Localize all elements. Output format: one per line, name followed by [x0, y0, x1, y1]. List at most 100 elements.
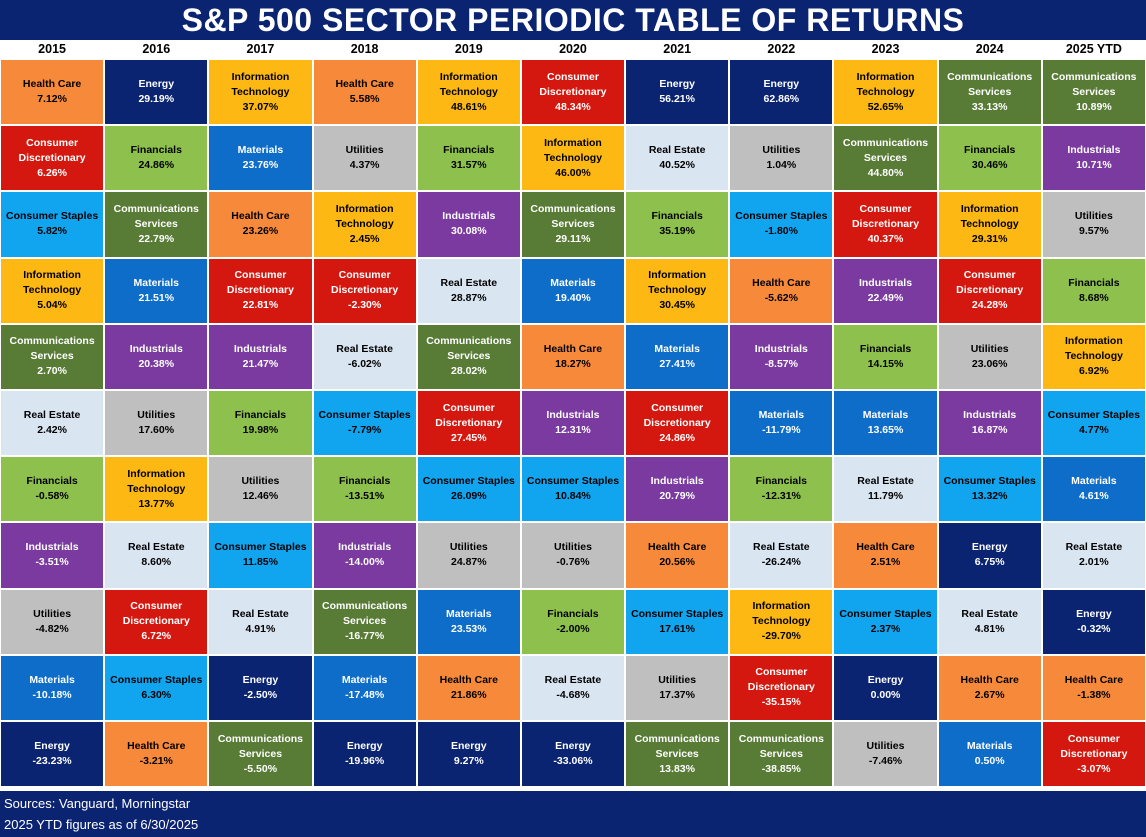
sector-return: 22.79% — [138, 232, 175, 245]
sector-name: Real Estate — [544, 673, 602, 686]
sector-cell: Health Care 7.12% — [1, 60, 104, 125]
sector-cell: Health Care 2.67% — [938, 655, 1041, 720]
sector-return: 13.83% — [659, 762, 695, 775]
sector-return: 22.81% — [242, 299, 279, 312]
sector-cell: Financials -13.51% — [313, 457, 416, 522]
sector-return: 17.60% — [138, 424, 175, 437]
sector-name: Consumer Staples — [110, 673, 203, 686]
sector-cell: Consumer Discretionary 6.26% — [1, 126, 104, 191]
sector-name: Materials — [29, 673, 75, 686]
sector-return: 48.34% — [555, 100, 591, 113]
sector-cell: Information Technology 30.45% — [626, 258, 729, 323]
sector-cell: Utilities -0.76% — [521, 523, 625, 588]
sector-cell: Communications Services 33.13% — [938, 60, 1041, 125]
sector-return: 5.82% — [37, 225, 67, 238]
footer-sources: Sources: Vanguard, Morningstar — [4, 796, 191, 811]
sector-name: Consumer Discretionary — [1060, 732, 1128, 760]
sector-cell: Consumer Discretionary -35.15% — [730, 655, 833, 720]
sector-name: Consumer Staples — [422, 475, 515, 488]
sector-return: 5.04% — [37, 299, 67, 312]
sector-return: 23.26% — [242, 225, 279, 238]
sector-cell: Real Estate 11.79% — [834, 457, 937, 522]
sector-return: 44.80% — [867, 166, 904, 179]
sector-name: Financials — [859, 342, 912, 355]
sector-name: Communications Services — [842, 136, 929, 164]
sector-name: Information Technology — [439, 70, 498, 98]
sector-cell: Communications Services 13.83% — [626, 722, 729, 787]
sector-return: 14.15% — [867, 357, 904, 370]
sector-name: Utilities — [345, 144, 384, 157]
sector-return: 13.65% — [867, 424, 904, 437]
sector-name: Financials — [338, 475, 391, 488]
sector-return: 10.89% — [1076, 100, 1112, 113]
sector-name: Industrials — [338, 541, 392, 554]
sector-cell: Energy -23.23% — [1, 722, 104, 787]
sector-return: 4.77% — [1078, 424, 1109, 437]
sector-return: 6.75% — [974, 556, 1005, 569]
sector-cell: Financials -12.31% — [730, 457, 833, 522]
sector-name: Real Estate — [857, 475, 914, 488]
sector-cell: Real Estate -6.02% — [313, 324, 416, 389]
sector-name: Consumer Staples — [839, 607, 932, 620]
sector-cell: Consumer Staples 26.09% — [417, 457, 520, 522]
sector-name: Consumer Staples — [5, 210, 99, 223]
sector-cell: Consumer Staples 6.30% — [105, 655, 208, 720]
sector-name: Industrials — [546, 409, 600, 422]
sector-cell: Energy 6.75% — [938, 523, 1041, 588]
sector-name: Real Estate — [440, 276, 498, 289]
sector-return: 20.56% — [659, 556, 695, 569]
sector-cell: Energy 9.27% — [417, 722, 520, 787]
sector-cell: Communications Services 29.11% — [521, 192, 625, 257]
sector-return: 31.57% — [450, 159, 487, 172]
sector-return: -4.68% — [556, 688, 590, 701]
sector-cell: Utilities 17.37% — [626, 655, 729, 720]
sector-return: 46.00% — [555, 166, 591, 179]
sector-cell: Communications Services 10.89% — [1042, 60, 1145, 125]
sector-cell: Information Technology 48.61% — [417, 60, 520, 125]
sector-name: Health Care — [231, 210, 290, 223]
year-header: 2022 — [767, 42, 796, 56]
sector-name: Utilities — [658, 673, 697, 686]
sector-return: 56.21% — [659, 93, 695, 106]
sector-return: 24.87% — [450, 556, 487, 569]
sector-name: Health Care — [856, 541, 915, 554]
sector-cell: Industrials -3.51% — [1, 523, 104, 588]
sector-cell: Industrials 22.49% — [834, 258, 937, 323]
sector-return: 16.87% — [971, 424, 1008, 437]
sector-name: Industrials — [650, 475, 704, 488]
sector-return: -7.46% — [868, 755, 903, 768]
sector-return: 6.72% — [141, 630, 172, 643]
sector-cell: Consumer Staples 17.61% — [626, 589, 729, 654]
sector-return: 23.76% — [242, 159, 279, 172]
sector-return: 21.51% — [138, 291, 175, 304]
sector-return: 52.65% — [867, 100, 904, 113]
sector-return: 40.37% — [867, 232, 904, 245]
sector-cell: Consumer Staples 11.85% — [209, 523, 312, 588]
sector-return: -3.21% — [139, 755, 173, 768]
sector-return: -1.80% — [764, 225, 798, 238]
sector-name: Energy — [1076, 607, 1112, 620]
sector-cell: Real Estate 8.60% — [105, 523, 208, 588]
sector-cell: Communications Services 28.02% — [417, 324, 520, 389]
sector-name: Utilities — [241, 475, 280, 488]
sector-return: 30.46% — [971, 159, 1008, 172]
sector-cell: Utilities -7.46% — [834, 722, 937, 787]
sector-cell: Utilities 1.04% — [730, 126, 833, 191]
sector-name: Energy — [971, 541, 1008, 554]
year-header: 2019 — [454, 42, 483, 56]
sector-cell: Communications Services 44.80% — [834, 126, 937, 191]
page-title: S&P 500 SECTOR PERIODIC TABLE OF RETURNS — [0, 0, 1146, 40]
sector-cell: Materials 23.53% — [417, 589, 520, 654]
sector-cell: Information Technology 6.92% — [1042, 324, 1145, 389]
sector-return: -11.79% — [762, 424, 801, 437]
sector-name: Utilities — [1074, 210, 1113, 223]
sector-name: Consumer Staples — [631, 607, 724, 620]
sector-cell: Information Technology 37.07% — [209, 60, 312, 125]
sector-cell: Industrials 10.71% — [1042, 126, 1145, 191]
sector-name: Information Technology — [648, 269, 707, 297]
sector-return: -8.57% — [764, 357, 798, 370]
sector-name: Utilities — [554, 541, 592, 554]
sector-name: Communications Services — [426, 335, 512, 363]
sector-cell: Health Care 5.58% — [313, 60, 416, 125]
sector-return: 2.01% — [1078, 556, 1109, 569]
